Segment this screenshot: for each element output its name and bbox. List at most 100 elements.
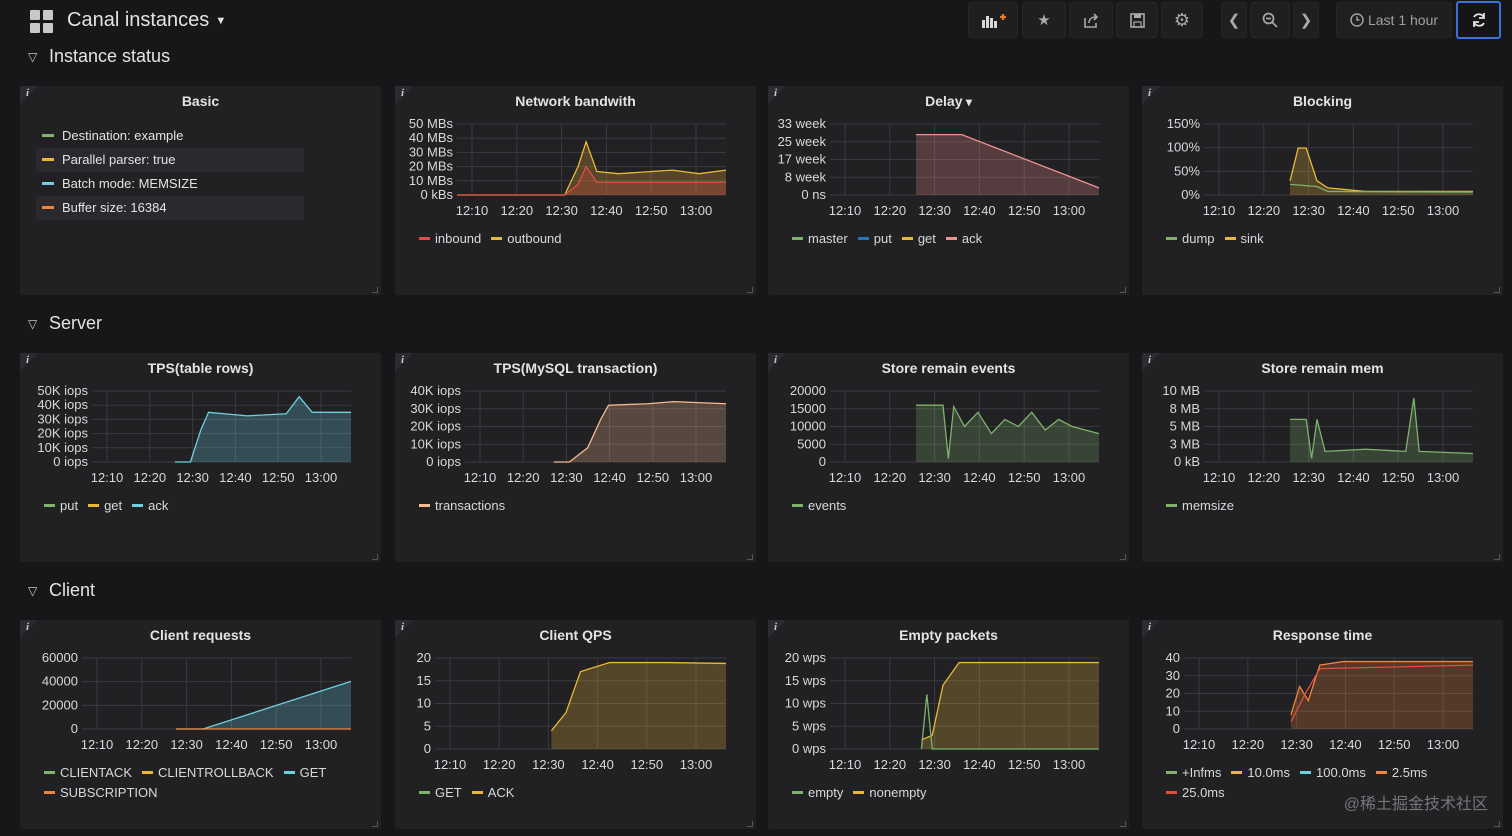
info-icon[interactable]: i <box>1148 87 1152 99</box>
panel-resize-handle[interactable] <box>1494 821 1500 827</box>
legend-item[interactable]: put <box>44 496 78 516</box>
chart-area[interactable]: 60000 40000 20000 012:10 12:20 12:30 12:40 12:5… <box>20 620 381 829</box>
info-icon[interactable]: i <box>401 621 405 633</box>
row-client[interactable]: ▽ Client <box>28 580 95 601</box>
legend-item[interactable]: CLIENTROLLBACK <box>142 763 274 783</box>
panel-title[interactable]: Basic <box>181 93 220 109</box>
legend-item[interactable]: events <box>792 496 846 516</box>
settings-button[interactable]: ⚙ <box>1161 2 1203 38</box>
legend-item[interactable]: inbound <box>419 229 481 249</box>
info-icon[interactable]: i <box>774 621 778 633</box>
legend-item[interactable]: ack <box>945 229 982 249</box>
legend-item[interactable]: master <box>792 229 848 249</box>
legend-item[interactable]: get <box>901 229 936 249</box>
panel-title[interactable]: Empty packets <box>899 627 998 643</box>
legend-item[interactable]: 2.5ms <box>1375 763 1427 783</box>
info-icon[interactable]: i <box>1148 354 1152 366</box>
legend-item[interactable]: 10.0ms <box>1231 763 1290 783</box>
panel-title[interactable]: Blocking <box>1292 93 1353 109</box>
legend-item[interactable]: ack <box>132 496 168 516</box>
info-icon[interactable]: i <box>26 354 30 366</box>
panel-title[interactable]: Store remain mem <box>1261 360 1384 376</box>
save-button[interactable] <box>1116 2 1158 38</box>
time-forward-button[interactable]: ❯ <box>1293 2 1319 38</box>
chart-area[interactable]: 40 30 20 10 012:10 12:20 12:30 12:40 12:50 13:00 <box>1142 620 1503 829</box>
panel-resize-handle[interactable] <box>372 287 378 293</box>
legend-item[interactable]: transactions <box>419 496 505 516</box>
panel-resize-handle[interactable] <box>747 287 753 293</box>
refresh-button[interactable] <box>1456 1 1501 39</box>
legend-swatch <box>132 504 144 508</box>
panel-title[interactable]: TPS(MySQL transaction) <box>493 360 658 376</box>
panel-title[interactable]: Response time <box>1272 627 1373 643</box>
legend-item[interactable]: +Infms <box>1166 763 1221 783</box>
info-icon[interactable]: i <box>401 354 405 366</box>
panel-resize-handle[interactable] <box>1120 821 1126 827</box>
chart-area[interactable]: 150% 100% 50% 0%12:10 12:20 12:30 12:40 12:50 13… <box>1142 86 1503 295</box>
panel-resize-handle[interactable] <box>1494 554 1500 560</box>
legend-item[interactable]: get <box>88 496 122 516</box>
legend-item[interactable]: empty <box>792 783 843 803</box>
panel-title[interactable]: Store remain events <box>881 360 1016 376</box>
chart-area[interactable]: 20 15 10 5 012:10 12:20 12:30 12:40 12:50 13:00 <box>395 620 756 829</box>
legend-item[interactable]: GET <box>283 763 326 783</box>
panel-title[interactable]: Network bandwith <box>515 93 636 109</box>
star-button[interactable]: ★ <box>1022 2 1066 38</box>
y-tick-label: 0 <box>819 454 826 469</box>
legend-item[interactable]: GET <box>419 783 462 803</box>
legend-item[interactable]: nonempty <box>853 783 927 803</box>
panel-resize-handle[interactable] <box>1120 287 1126 293</box>
legend-label: memsize <box>1182 498 1235 513</box>
row-instance-status[interactable]: ▽ Instance status <box>28 46 170 67</box>
row-server[interactable]: ▽ Server <box>28 313 102 334</box>
series-area <box>553 401 726 462</box>
panel-resize-handle[interactable] <box>1120 554 1126 560</box>
info-icon[interactable]: i <box>26 621 30 633</box>
add-panel-icon <box>982 14 1006 28</box>
panel-resize-handle[interactable] <box>372 554 378 560</box>
legend-item[interactable]: CLIENTACK <box>44 763 132 783</box>
info-icon[interactable]: i <box>1148 621 1152 633</box>
share-button[interactable] <box>1069 2 1113 38</box>
y-tick-label: 50K iops <box>37 383 88 398</box>
panel-title[interactable]: Client requests <box>149 627 252 643</box>
info-icon[interactable]: i <box>774 87 778 99</box>
legend-item[interactable]: dump <box>1166 229 1215 249</box>
info-icon[interactable]: i <box>26 87 30 99</box>
zoom-out-button[interactable] <box>1250 2 1290 38</box>
legend-item[interactable]: memsize <box>1166 496 1234 516</box>
legend-label: master <box>808 231 848 246</box>
panel-title[interactable]: Delay ▾ <box>925 93 972 109</box>
legend-label: inbound <box>435 231 482 246</box>
add-panel-button[interactable] <box>968 2 1018 38</box>
legend-item[interactable]: SUBSCRIPTION <box>44 783 158 803</box>
time-back-button[interactable]: ❮ <box>1221 2 1247 38</box>
list-item: Parallel parser: true <box>36 148 304 172</box>
legend-item[interactable]: ACK <box>471 783 514 803</box>
panel-title[interactable]: Client QPS <box>539 627 612 643</box>
chart-area[interactable]: 20000 15000 10000 5000 012:10 12:20 12:30 12:40… <box>768 353 1129 562</box>
dashboard-title-dropdown[interactable]: Canal instances ▼ <box>67 9 226 32</box>
legend-item[interactable]: sink <box>1224 229 1264 249</box>
panel-resize-handle[interactable] <box>372 821 378 827</box>
panel-resize-handle[interactable] <box>747 821 753 827</box>
info-icon[interactable]: i <box>774 354 778 366</box>
time-range-picker[interactable]: Last 1 hour <box>1336 2 1452 38</box>
legend-item[interactable]: 100.0ms <box>1300 763 1366 783</box>
dashboard-grid-icon[interactable] <box>30 10 53 33</box>
y-tick-label: 0 <box>1173 721 1180 736</box>
panel-resize-handle[interactable] <box>747 554 753 560</box>
panel-resize-handle[interactable] <box>1494 287 1500 293</box>
legend-item[interactable]: 25.0ms <box>1166 783 1225 803</box>
legend-item[interactable]: put <box>857 229 892 249</box>
legend-item[interactable]: outbound <box>491 229 562 249</box>
series-line <box>916 134 1100 189</box>
info-icon[interactable]: i <box>401 87 405 99</box>
panel-title[interactable]: TPS(table rows) <box>147 360 254 376</box>
